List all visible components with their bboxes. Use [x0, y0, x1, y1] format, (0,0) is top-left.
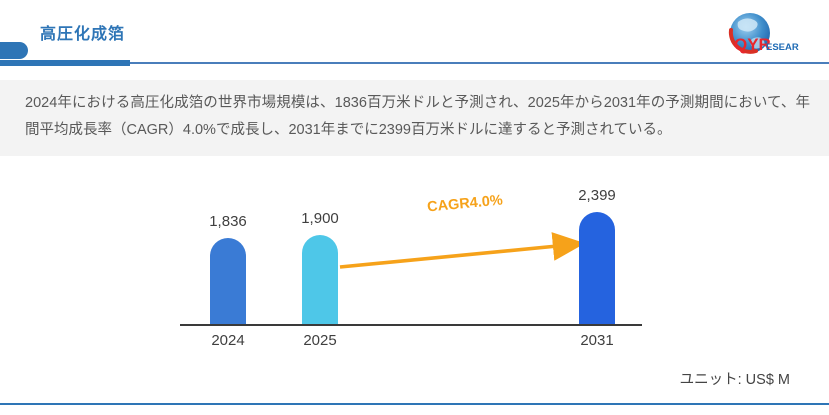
header-accent-bar: [0, 60, 130, 66]
logo-text-secondary: ESEARCH: [766, 42, 799, 53]
header-divider-line: [0, 62, 829, 64]
cagr-arrow: [339, 232, 586, 269]
bar-chart: CAGR4.0% 1,836 2024 1,900 2025 2,399 2031: [0, 156, 829, 366]
summary-band: 2024年における高圧化成箔の世界市場規模は、1836百万米ドルと予測され、20…: [0, 80, 829, 156]
value-label-2025: 1,900: [301, 210, 339, 227]
value-label-2031: 2,399: [578, 187, 616, 204]
value-label-2024: 1,836: [209, 213, 247, 230]
header-accent-tab: [0, 42, 28, 59]
unit-label: ユニット: US$ M: [679, 372, 790, 388]
category-label-2024: 2024: [211, 332, 245, 349]
bar-2025: [302, 235, 338, 324]
footer-divider-line: [0, 403, 829, 405]
bar-2031: [579, 212, 615, 324]
globe-icon: [728, 13, 770, 54]
page-title: 高圧化成箔: [40, 26, 126, 43]
category-label-2025: 2025: [303, 332, 337, 349]
bar-2024: [210, 238, 246, 324]
x-axis-line: [180, 324, 642, 326]
category-label-2031: 2031: [580, 332, 614, 349]
summary-text: 2024年における高圧化成箔の世界市場規模は、1836百万米ドルと予測され、20…: [25, 95, 810, 138]
qyresearch-logo: QYR ESEARCH: [728, 13, 799, 54]
logo-text-primary: QYR: [734, 35, 771, 54]
